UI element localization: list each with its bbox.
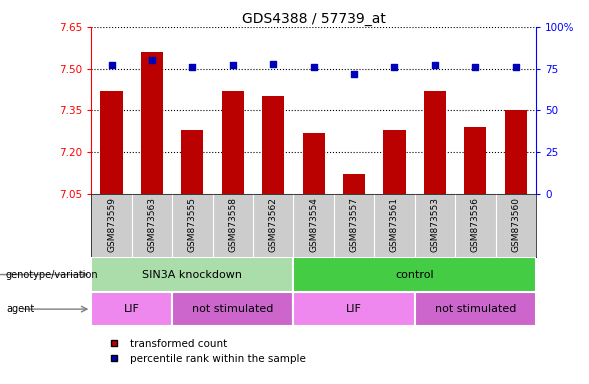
Point	[430, 62, 439, 68]
Point	[309, 64, 319, 70]
Text: GSM873563: GSM873563	[147, 197, 157, 252]
Bar	[424, 91, 446, 194]
Bar	[172, 292, 293, 326]
Bar	[181, 130, 203, 194]
Text: GSM873557: GSM873557	[349, 197, 359, 252]
Point	[188, 64, 197, 70]
Point	[228, 62, 237, 68]
Title: GDS4388 / 57739_at: GDS4388 / 57739_at	[241, 12, 386, 26]
Text: not stimulated: not stimulated	[192, 304, 273, 314]
Point	[269, 61, 278, 67]
Point	[471, 64, 480, 70]
Text: GSM873554: GSM873554	[309, 197, 318, 252]
Text: GSM873560: GSM873560	[511, 197, 520, 252]
Text: GSM873558: GSM873558	[229, 197, 237, 252]
Text: GSM873555: GSM873555	[188, 197, 197, 252]
Text: GSM873553: GSM873553	[431, 197, 439, 252]
Text: genotype/variation: genotype/variation	[6, 270, 98, 280]
Text: GSM873556: GSM873556	[471, 197, 480, 252]
Bar	[100, 91, 123, 194]
Bar	[293, 257, 536, 292]
Point	[107, 62, 116, 68]
Text: GSM873559: GSM873559	[107, 197, 116, 252]
Bar	[293, 292, 415, 326]
Bar	[262, 96, 284, 194]
Point	[349, 71, 359, 77]
Text: GSM873562: GSM873562	[269, 197, 278, 252]
Point	[147, 57, 157, 63]
Bar	[91, 292, 172, 326]
Point	[511, 64, 521, 70]
Bar	[464, 127, 487, 194]
Text: GSM873561: GSM873561	[390, 197, 399, 252]
Bar	[91, 257, 293, 292]
Point	[390, 64, 399, 70]
Legend: transformed count, percentile rank within the sample: transformed count, percentile rank withi…	[100, 334, 310, 368]
Bar	[343, 174, 365, 194]
Bar	[415, 292, 536, 326]
Bar	[303, 132, 325, 194]
Text: LIF: LIF	[346, 304, 362, 314]
Text: agent: agent	[6, 304, 34, 314]
Bar	[383, 130, 406, 194]
Text: LIF: LIF	[124, 304, 140, 314]
Text: SIN3A knockdown: SIN3A knockdown	[143, 270, 242, 280]
Bar	[141, 52, 163, 194]
Text: not stimulated: not stimulated	[435, 304, 516, 314]
Bar	[221, 91, 244, 194]
Bar	[505, 111, 527, 194]
Text: control: control	[395, 270, 434, 280]
